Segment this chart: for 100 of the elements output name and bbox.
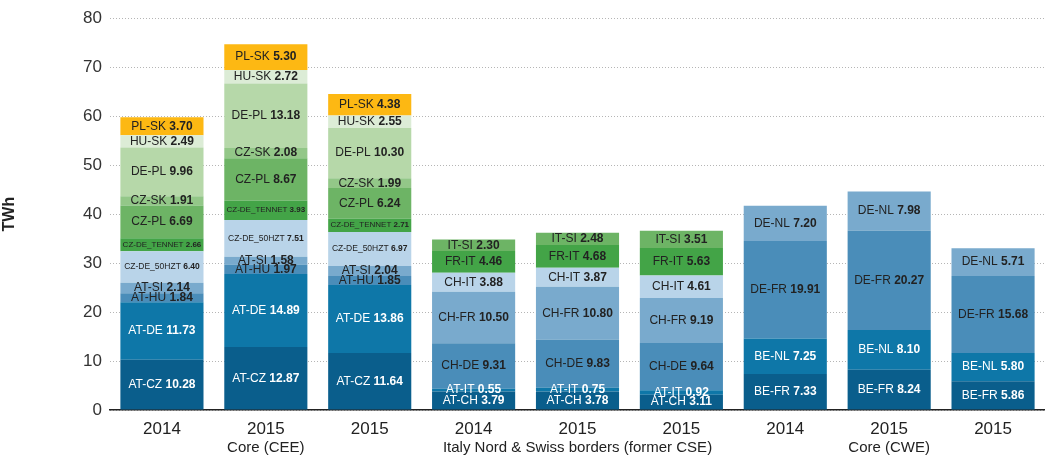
data-label: 7.25 (792, 348, 817, 363)
text: CH-DE (545, 356, 584, 371)
bar (847, 329, 931, 370)
x-tick-label: 2015 (870, 418, 909, 438)
x-tick-label: 2014 (766, 418, 805, 438)
data-label: 3.88 (479, 274, 504, 289)
text: CZ-SK (338, 175, 375, 190)
x-tick-label: 2015 (662, 418, 701, 438)
series-label: AT-CZ (232, 370, 270, 385)
bar (224, 274, 308, 347)
series-label: BE-NL (962, 359, 1001, 374)
data-label: 9.31 (482, 358, 507, 373)
text: HU-SK (129, 133, 168, 148)
x-tick-label: 2015 (246, 418, 285, 438)
bar (847, 230, 931, 330)
text: CZ-DE_50HZT (124, 261, 181, 272)
data-label: 14.89 (269, 302, 301, 317)
data-label: 5.80 (1000, 359, 1025, 374)
y-axis-title: TWh (0, 196, 18, 232)
text: IT-SI (447, 237, 473, 252)
text: CZ-PL (235, 171, 270, 186)
text: DE-NL (857, 203, 894, 218)
bar (120, 302, 204, 360)
series-label: FR-IT (444, 254, 479, 269)
data-label: 2.08 (273, 145, 298, 160)
text: AT-CZ (336, 373, 371, 388)
text: Core (CEE) (227, 438, 305, 456)
text: AT-CH (442, 392, 478, 407)
text: CZ-PL (131, 214, 166, 229)
text: AT-DE (231, 302, 267, 317)
text: DE-PL (335, 145, 371, 160)
series-label: CH-IT (548, 269, 584, 284)
data-label: 1.91 (169, 193, 194, 208)
data-label: 11.73 (166, 323, 196, 338)
data-label: 7.20 (793, 215, 817, 230)
data-label: 10.28 (165, 376, 196, 391)
bar (847, 191, 931, 231)
data-label: 15.68 (998, 306, 1029, 321)
text: IT-SI (655, 231, 681, 246)
series-label: PL-SK (131, 118, 170, 133)
series-label: BE-FR (961, 387, 1002, 402)
x-tick-label: 2015 (974, 418, 1012, 438)
bar (743, 374, 827, 410)
series-label: IT-SI (551, 231, 581, 246)
series-label: CH-DE (441, 358, 483, 373)
data-label: 2.30 (476, 237, 500, 252)
data-label: 10.80 (582, 305, 614, 320)
series-label: HU-SK (337, 113, 379, 128)
bar (224, 346, 308, 410)
text: AT-CZ (128, 376, 163, 391)
x-tick-label: 2014 (454, 418, 493, 438)
data-label: 5.86 (1001, 387, 1025, 402)
data-label: 7.33 (793, 384, 817, 399)
text: Italy Nord & Swiss borders (former CSE) (442, 438, 713, 456)
text: DE-PL (130, 164, 166, 179)
text: CZ-SK (130, 193, 167, 208)
y-tick-label: 60 (83, 105, 102, 125)
data-label: 4.68 (582, 248, 607, 263)
data-label: 11.64 (373, 373, 404, 388)
data-label: 10.30 (374, 145, 405, 160)
data-label: 2.48 (580, 231, 604, 246)
bar (639, 298, 723, 344)
data-label: 4.38 (377, 97, 401, 111)
bar (120, 147, 204, 197)
text: AT-DE (128, 323, 163, 338)
data-label: 5.71 (1001, 254, 1025, 269)
x-tick-label: 2015 (350, 418, 389, 438)
y-tick-label: 70 (83, 56, 102, 76)
data-label: 3.93 (289, 205, 306, 215)
y-tick-label: 50 (83, 154, 102, 174)
data-label: 3.87 (583, 269, 608, 284)
text: CH-IT (444, 274, 477, 289)
bar (535, 286, 620, 340)
data-label: 13.18 (270, 108, 301, 123)
y-tick-label: 10 (83, 350, 102, 370)
text: FR-IT (652, 253, 684, 268)
series-label: CZ-SK (234, 145, 274, 160)
bar (328, 127, 412, 179)
series-label: CZ-DE_TENNET (122, 240, 186, 250)
data-label: 1.99 (377, 175, 402, 190)
y-tick-label: 0 (92, 399, 102, 419)
text: FR-IT (548, 248, 580, 263)
x-tick-label: 2014 (143, 418, 181, 438)
y-tick-label: 30 (83, 252, 102, 272)
series-label: CH-FR (438, 309, 479, 324)
text: BE-FR (857, 381, 894, 396)
text: PL-SK (339, 97, 374, 111)
data-label: 2.55 (378, 113, 403, 128)
text: DE-NL (753, 215, 790, 230)
bar (847, 369, 931, 410)
bar (432, 291, 516, 344)
data-label: 2.49 (170, 133, 195, 148)
bar (743, 241, 827, 339)
data-label: 8.24 (897, 381, 921, 396)
series-label: CZ-PL (339, 195, 377, 210)
data-label: 2.66 (185, 240, 202, 250)
data-label: 2.72 (274, 69, 299, 84)
text: CH-DE (649, 358, 688, 373)
data-label: 6.69 (169, 214, 193, 229)
data-label: 8.10 (896, 342, 921, 357)
